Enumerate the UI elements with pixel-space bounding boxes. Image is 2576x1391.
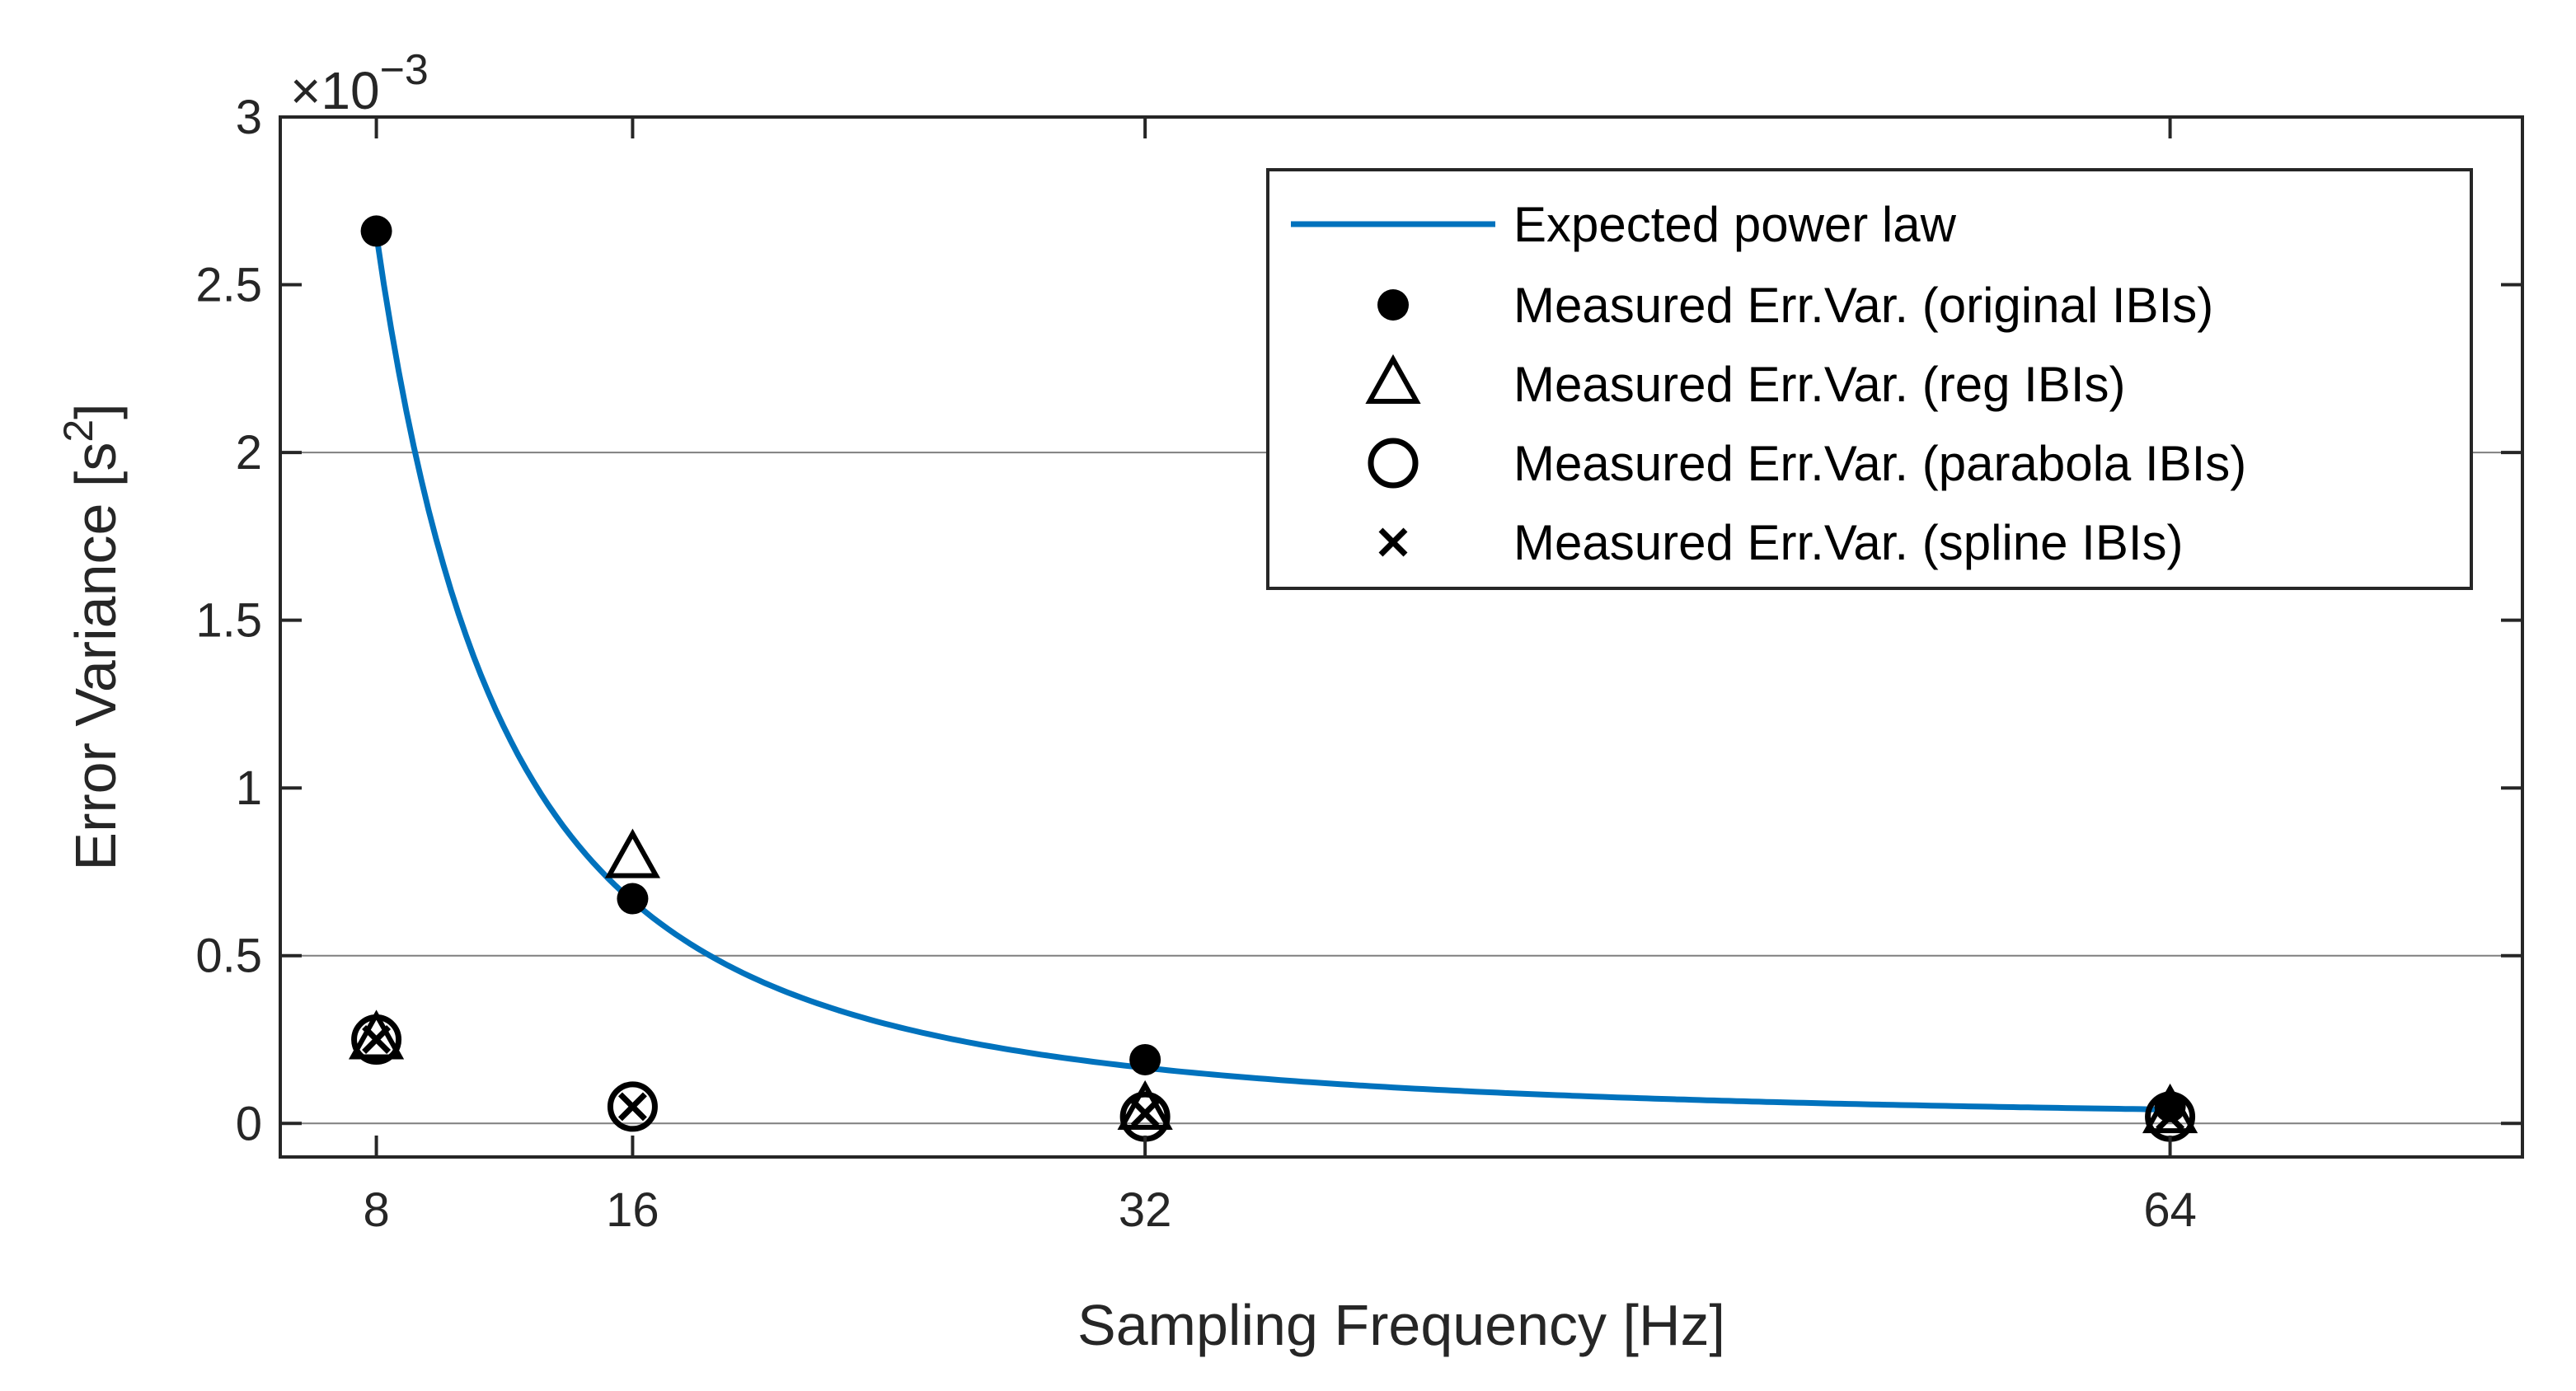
- legend-open-circle-symbol: [1368, 438, 1419, 489]
- x-tick-label: 32: [1119, 1183, 1172, 1237]
- y-tick-label: 1: [236, 761, 262, 815]
- axes-box: [279, 115, 2524, 1159]
- triangle-marker: [1117, 1080, 1173, 1131]
- filled-circle-marker: [1129, 1043, 1161, 1075]
- x-tick-label: 64: [2143, 1183, 2197, 1237]
- open-circle-marker: [351, 1014, 402, 1065]
- cross-marker: [362, 1025, 392, 1054]
- legend-box: [1266, 168, 2473, 590]
- y-scale-factor: ×10−3: [290, 46, 429, 120]
- x-tick-label: 16: [606, 1183, 659, 1237]
- y-tick-label: 0: [236, 1097, 262, 1150]
- y-tick-label: 0.5: [195, 930, 262, 983]
- legend: Expected power law Measured Err.Var. (ori…: [1266, 168, 2473, 590]
- x-tick-label: 8: [363, 1183, 389, 1237]
- legend-triangle-symbol: [1365, 354, 1421, 404]
- series-measured-err-var-spline-ibis: [362, 1025, 2185, 1131]
- triangle-marker: [2142, 1083, 2198, 1134]
- triangle-marker: [348, 1009, 405, 1060]
- series-measured-err-var-reg-ibis: [348, 828, 2198, 1134]
- open-circle-marker: [607, 1081, 658, 1132]
- y-tick-label: 2: [236, 426, 262, 480]
- y-axis-label: Error Variance [s2]: [55, 403, 128, 870]
- legend-label: Expected power law: [1513, 197, 1957, 252]
- cross-marker: [1130, 1098, 1160, 1128]
- filled-circle-marker: [617, 883, 649, 915]
- y-tick-label: 1.5: [195, 594, 262, 648]
- legend-label: Measured Err.Var. (reg IBIs): [1513, 357, 2125, 412]
- triangle-marker: [604, 828, 661, 878]
- legend-cross-symbol: [1378, 527, 1408, 557]
- power-law-curve: [373, 233, 2170, 1112]
- legend-filled-circle-symbol: [1377, 289, 1409, 321]
- legend-label: Measured Err.Var. (spline IBIs): [1513, 515, 2184, 570]
- cross-marker: [617, 1092, 647, 1122]
- y-tick-label: 3: [236, 91, 262, 144]
- cross-marker: [2156, 1102, 2185, 1131]
- series-expected-power-law: [373, 233, 2170, 1112]
- filled-circle-marker: [360, 215, 392, 247]
- legend-label: Measured Err.Var. (parabola IBIs): [1513, 436, 2246, 491]
- x-axis-label: Sampling Frequency [Hz]: [1077, 1293, 1725, 1357]
- y-tick-label: 2.5: [195, 259, 262, 312]
- legend-label: Measured Err.Var. (original IBIs): [1513, 278, 2213, 333]
